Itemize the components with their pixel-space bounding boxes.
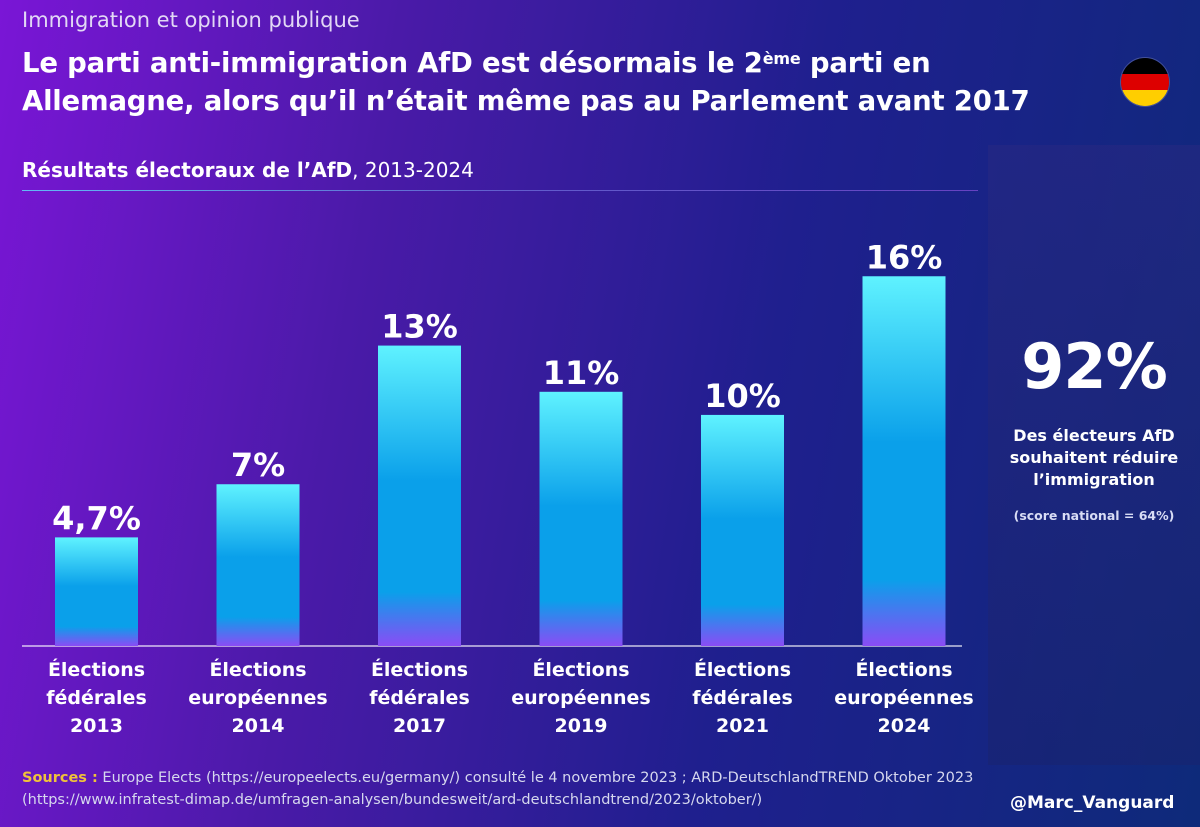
value-label-1: 7%: [231, 446, 285, 484]
side-panel-note: (score national = 64%): [1013, 508, 1175, 523]
bar-4: [701, 414, 784, 646]
x-tick-label-5-2: 2024: [878, 715, 931, 737]
bar-0: [55, 537, 138, 646]
x-tick-label-5-1: européennes: [834, 687, 973, 709]
chart-subtitle-rest: , 2013-2024: [352, 158, 474, 182]
sources-text: Europe Elects (https://europeelects.eu/g…: [22, 770, 974, 808]
headline-part2: parti en Allemagne, alors qu’il n’était …: [22, 47, 1030, 117]
x-tick-label-4-1: fédérales: [692, 687, 793, 709]
author-handle: @Marc_Vanguard: [1010, 793, 1175, 813]
x-tick-label-4-0: Élections: [694, 658, 791, 681]
value-label-0: 4,7%: [52, 499, 141, 537]
sources-label: Sources :: [22, 770, 98, 786]
side-panel: [988, 145, 1200, 765]
flag-stripe-black: [1121, 58, 1169, 74]
x-tick-label-1-1: européennes: [188, 687, 327, 709]
bar-2: [378, 345, 461, 646]
sources: Sources : Europe Elects (https://europee…: [22, 767, 1082, 811]
headline-part1: Le parti anti-immigration AfD est désorm…: [22, 47, 763, 79]
x-tick-label-4-2: 2021: [716, 715, 769, 737]
bar-chart: 4,7% 7% 13% 11% 10% 16% Élections fédérales 201…: [46, 238, 974, 737]
x-labels-group: Élections fédérales 2013 Élections européenn…: [46, 658, 974, 737]
value-label-4: 10%: [704, 377, 781, 415]
side-panel-big-value: 92%: [1021, 330, 1167, 403]
germany-flag-icon: [1120, 57, 1170, 107]
value-label-2: 13%: [381, 308, 458, 346]
x-tick-label-2-2: 2017: [393, 715, 446, 737]
bar-5: [862, 276, 946, 646]
x-tick-label-1-2: 2014: [232, 715, 285, 737]
x-tick-label-5-0: Élections: [855, 658, 952, 681]
header-kicker: Immigration et opinion publique: [22, 8, 360, 32]
flag-stripe-gold: [1121, 90, 1169, 106]
x-tick-label-3-0: Élections: [532, 658, 629, 681]
value-label-5: 16%: [866, 238, 943, 276]
x-tick-label-0-1: fédérales: [46, 687, 147, 709]
bar-1: [216, 484, 300, 646]
value-label-3: 11%: [543, 354, 620, 392]
x-tick-label-3-1: européennes: [511, 687, 650, 709]
chart-subtitle: Résultats électoraux de l’AfD, 2013-2024: [22, 158, 474, 182]
subtitle-divider: [22, 190, 978, 191]
bars-group: [55, 276, 946, 646]
value-labels-group: 4,7% 7% 13% 11% 10% 16%: [52, 238, 942, 537]
x-tick-label-3-2: 2019: [555, 715, 608, 737]
side-panel-text: Des électeurs AfD souhaitent réduire l’i…: [1009, 426, 1179, 489]
chart-subtitle-bold: Résultats électoraux de l’AfD: [22, 158, 353, 182]
x-tick-label-2-0: Élections: [371, 658, 468, 681]
headline: Le parti anti-immigration AfD est désorm…: [22, 44, 1102, 120]
x-tick-label-2-1: fédérales: [369, 687, 470, 709]
x-tick-label-0-0: Élections: [48, 658, 145, 681]
x-tick-label-1-0: Élections: [209, 658, 306, 681]
headline-superscript: ème: [762, 49, 801, 68]
x-tick-label-0-2: 2013: [70, 715, 123, 737]
bar-3: [539, 391, 623, 646]
flag-stripe-red: [1121, 74, 1169, 90]
